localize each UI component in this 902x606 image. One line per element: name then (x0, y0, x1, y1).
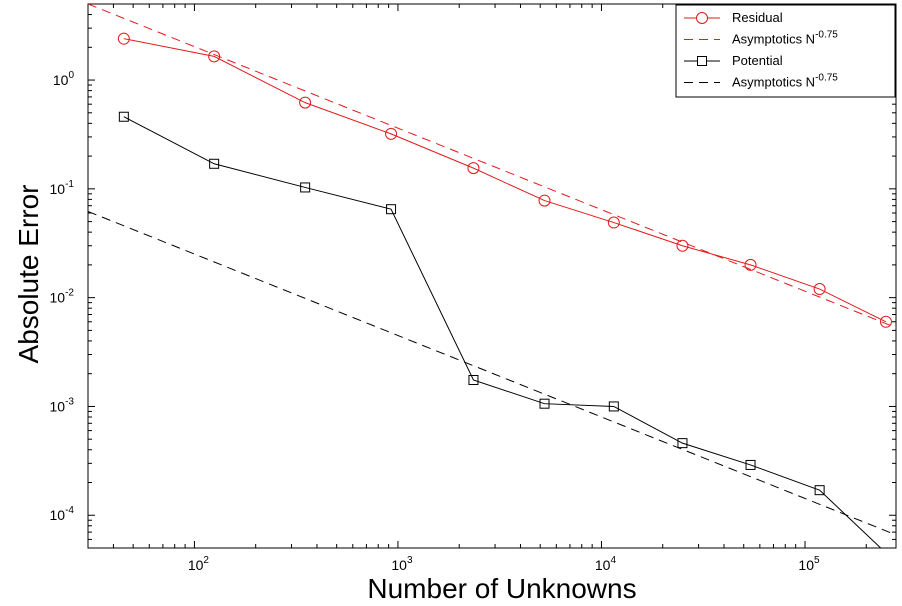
potential-point (209, 158, 220, 169)
legend-label-0: Residual (732, 10, 783, 25)
y-tick-label: 10-3 (50, 396, 75, 414)
residual-point (879, 315, 892, 328)
x-tick-label: 105 (798, 555, 820, 573)
legend-label-1: Asymptotics N-0.75 (732, 30, 838, 47)
legend-marker-square (697, 56, 707, 66)
residual-point (813, 283, 826, 296)
legend-marker-circle (696, 12, 708, 24)
residual-point (607, 216, 620, 229)
series-line-3 (88, 210, 896, 536)
residual-point (467, 162, 480, 175)
potential-point (814, 485, 825, 496)
potential-point (118, 111, 129, 122)
potential-point (468, 375, 479, 386)
series-layer (88, 4, 896, 548)
series-line-0 (123, 38, 887, 323)
y-tick-label: 100 (53, 70, 75, 88)
legend-label-3: Asymptotics N-0.75 (732, 73, 838, 90)
y-axis-title: Absolute Error (13, 185, 44, 364)
potential-point (300, 182, 311, 193)
residual-point (208, 50, 221, 63)
y-tick-label: 10-1 (50, 179, 75, 197)
residual-point (538, 194, 551, 207)
x-tick-label: 103 (391, 555, 413, 573)
potential-point (745, 459, 756, 470)
y-tick-label: 10-2 (50, 288, 75, 306)
markers-layer (117, 32, 892, 496)
residual-point (117, 32, 130, 45)
x-axis-title: Number of Unknowns (367, 573, 636, 604)
residual-point (299, 96, 312, 109)
legend-box (675, 4, 896, 98)
axis-ticks: 102 103 104 105 100 10-1 10-2 10-3 10-4 (50, 3, 896, 573)
residual-point (676, 239, 689, 252)
x-tick-label: 102 (188, 555, 210, 573)
x-tick-label: 104 (595, 555, 617, 573)
legend: Residual Asymptotics N-0.75 Potential Asymp… (675, 4, 896, 98)
series-line-2 (123, 116, 882, 548)
potential-point (677, 438, 688, 449)
potential-point (608, 401, 619, 412)
series-line-1 (88, 4, 896, 329)
legend-label-2: Potential (732, 53, 783, 68)
residual-point (744, 258, 757, 271)
potential-point (539, 398, 550, 409)
potential-point (386, 204, 397, 215)
residual-point (385, 127, 398, 140)
y-tick-label: 10-4 (50, 505, 75, 523)
